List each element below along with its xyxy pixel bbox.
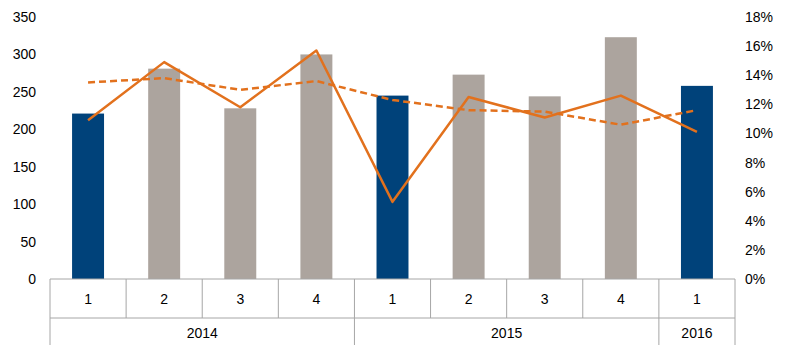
bar: [148, 69, 180, 279]
y2-tick-label: 18%: [745, 9, 773, 25]
y-tick-label: 0: [28, 271, 36, 287]
x-tick-label: 4: [312, 291, 320, 307]
bar: [605, 37, 637, 279]
x-tick-label: 3: [236, 291, 244, 307]
x-divider: [735, 279, 736, 345]
y2-tick-label: 16%: [745, 38, 773, 54]
x-divider: [202, 279, 203, 318]
y-tick: [46, 91, 50, 92]
x-divider: [354, 279, 355, 345]
x-tick-label: 1: [84, 291, 92, 307]
x-axis: [50, 279, 735, 280]
x-group-label: 2015: [491, 325, 522, 341]
line-series: [88, 78, 697, 125]
y-tick: [46, 241, 50, 242]
x-divider: [126, 279, 127, 318]
y2-tick: [735, 279, 739, 280]
y-tick-label: 200: [13, 121, 37, 137]
x-divider: [506, 279, 507, 318]
y-tick: [46, 54, 50, 55]
y2-tick: [735, 17, 739, 18]
y-tick: [46, 129, 50, 130]
bar: [681, 86, 713, 279]
bar: [453, 75, 485, 279]
y2-tick: [735, 133, 739, 134]
x-divider: [658, 279, 659, 345]
y2-tick-label: 0%: [745, 271, 765, 287]
y2-tick-label: 14%: [745, 67, 773, 83]
plot-area: [72, 37, 713, 279]
y-tick: [46, 17, 50, 18]
y2-tick-label: 12%: [745, 96, 773, 112]
bar: [529, 96, 561, 279]
y2-tick: [735, 249, 739, 250]
bar: [72, 114, 104, 279]
y2-tick: [735, 75, 739, 76]
y-tick: [46, 204, 50, 205]
y-tick-label: 250: [13, 84, 37, 100]
y2-tick: [735, 220, 739, 221]
y2-tick-label: 8%: [745, 155, 765, 171]
x-divider: [50, 279, 51, 345]
y-tick: [46, 279, 50, 280]
bar: [300, 54, 332, 279]
x-group-label: 2016: [681, 325, 712, 341]
chart: 0 50 100 150 200 250 300 350 0% 2% 4% 6% 8% 10% 12% 14%…: [0, 0, 788, 356]
y2-tick: [735, 162, 739, 163]
y-tick-label: 150: [13, 159, 37, 175]
x-divider: [430, 279, 431, 318]
bar: [224, 108, 256, 279]
y-tick: [46, 166, 50, 167]
x-tick-label: 1: [693, 291, 701, 307]
y2-tick-label: 10%: [745, 125, 773, 141]
y-tick-label: 350: [13, 9, 37, 25]
x-row-separator: [50, 318, 735, 319]
y2-tick: [735, 46, 739, 47]
y2-tick-label: 6%: [745, 184, 765, 200]
line-series: [88, 50, 697, 201]
y2-tick: [735, 104, 739, 105]
y-tick-label: 100: [13, 196, 37, 212]
x-divider: [582, 279, 583, 318]
y-tick-label: 50: [20, 234, 36, 250]
x-tick-label: 2: [465, 291, 473, 307]
x-group-label: 2014: [187, 325, 218, 341]
y2-tick-label: 2%: [745, 242, 765, 258]
y-tick-label: 300: [13, 46, 37, 62]
x-tick-label: 1: [389, 291, 397, 307]
y2-tick: [735, 191, 739, 192]
y2-tick-label: 4%: [745, 213, 765, 229]
x-tick-label: 4: [617, 291, 625, 307]
x-tick-label: 3: [541, 291, 549, 307]
x-tick-label: 2: [160, 291, 168, 307]
x-divider: [278, 279, 279, 318]
